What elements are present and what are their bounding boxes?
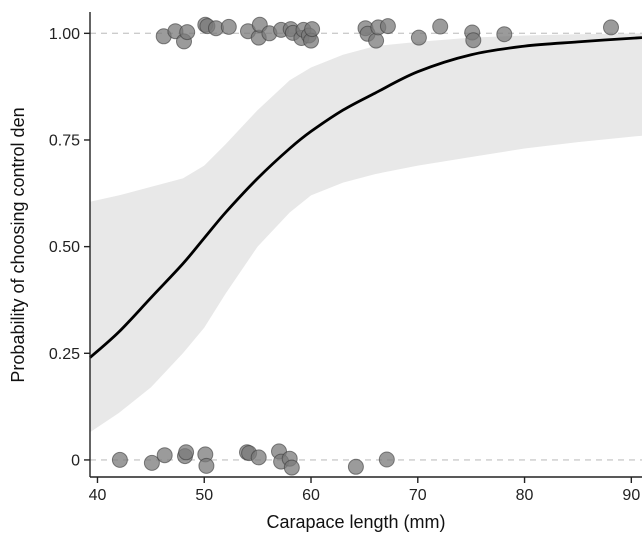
data-point <box>496 26 513 43</box>
fitted-curve <box>89 36 642 359</box>
data-point <box>603 19 619 36</box>
y-axis-title: Probability of choosing control den <box>8 107 28 382</box>
x-axis-title: Carapace length (mm) <box>266 512 445 532</box>
x-tick-label: 40 <box>89 487 107 504</box>
data-point <box>179 24 196 41</box>
confidence-ribbon <box>90 33 642 433</box>
data-point <box>178 444 195 461</box>
x-tick-label: 70 <box>409 487 427 504</box>
data-point <box>220 18 237 35</box>
x-tick-label: 90 <box>622 487 640 504</box>
data-point <box>250 449 267 466</box>
data-point <box>378 451 395 468</box>
data-points <box>111 16 619 476</box>
y-tick-label: 0.75 <box>49 132 80 149</box>
data-point <box>347 458 364 475</box>
data-point <box>156 447 173 464</box>
data-point <box>198 457 215 474</box>
data-point <box>143 454 160 471</box>
data-point <box>432 18 449 35</box>
data-point <box>379 18 396 35</box>
y-tick-label: 0.50 <box>49 239 80 256</box>
data-point <box>111 451 128 468</box>
data-point <box>283 459 300 476</box>
y-tick-label: 0.25 <box>49 346 80 363</box>
data-point <box>410 29 427 46</box>
y-tick-label: 0 <box>71 452 80 469</box>
x-tick-label: 50 <box>195 487 213 504</box>
data-point <box>465 32 482 49</box>
x-axis-ticks: 40 50 60 70 80 90 <box>89 477 640 504</box>
data-point <box>368 32 385 49</box>
x-tick-label: 80 <box>516 487 534 504</box>
y-tick-label: 1.00 <box>49 26 80 43</box>
y-axis-ticks: 0 0.25 0.50 0.75 1.00 <box>49 26 90 469</box>
x-tick-label: 60 <box>302 487 320 504</box>
data-point <box>304 21 321 38</box>
